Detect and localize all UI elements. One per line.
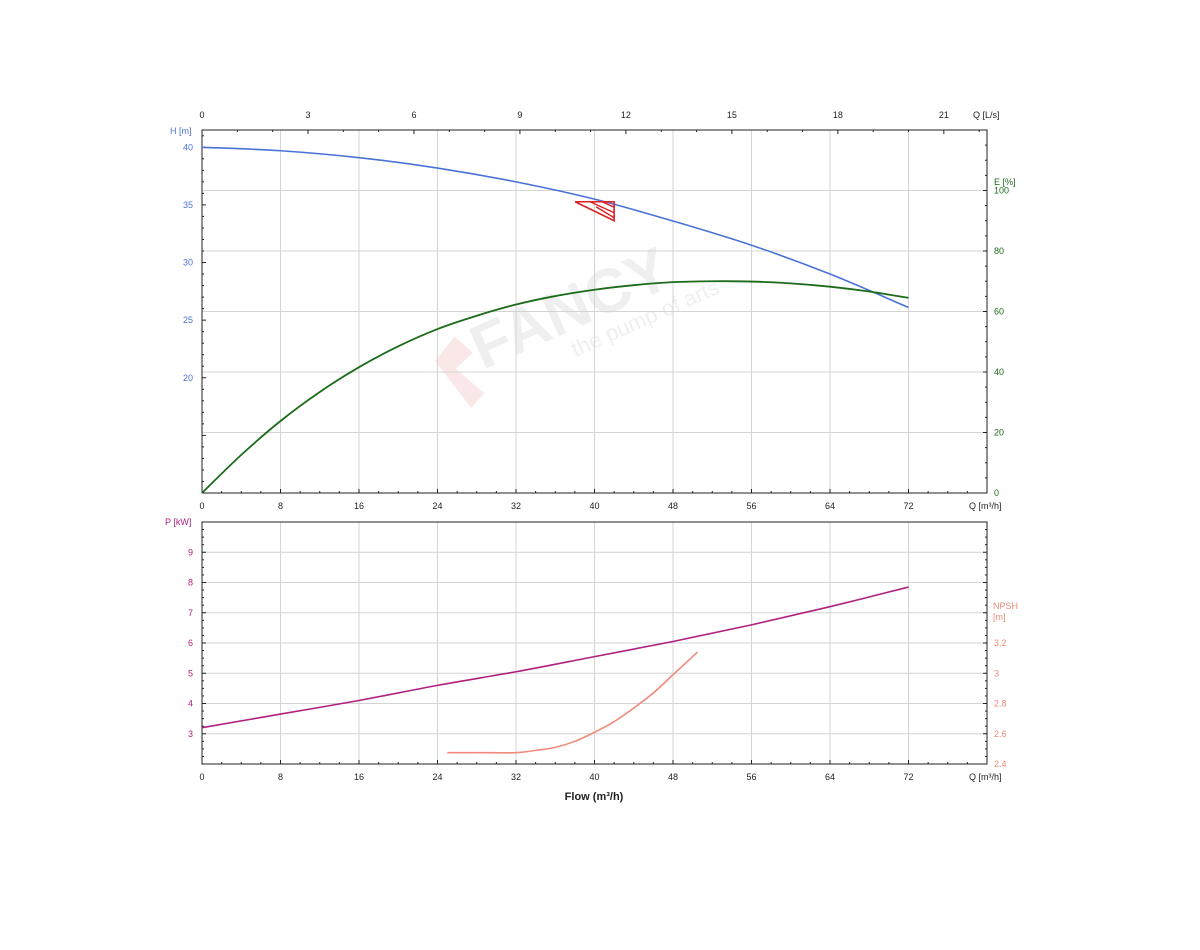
duty-triangle bbox=[574, 200, 615, 223]
top-x-tick-label: 16 bbox=[354, 501, 364, 511]
head-curve bbox=[201, 146, 909, 309]
npsh-tick-label: 3.2 bbox=[994, 638, 1007, 648]
head-tick-label: 25 bbox=[183, 315, 193, 325]
bottom-x-tick-label: 48 bbox=[668, 772, 678, 782]
power-axis-label: P [kW] bbox=[165, 517, 191, 527]
power-tick-label: 5 bbox=[188, 668, 193, 678]
power-curve bbox=[201, 586, 909, 729]
npsh-tick-label: 3 bbox=[994, 668, 999, 678]
efficiency-tick-label: 0 bbox=[994, 488, 999, 498]
duty-point-marker bbox=[574, 200, 615, 223]
power-tick-label: 4 bbox=[188, 699, 193, 709]
head-tick-label: 40 bbox=[183, 142, 193, 152]
top-x-tick-label: 24 bbox=[432, 501, 442, 511]
top-x2-tick-label: 21 bbox=[939, 110, 949, 120]
top-x2-tick-label: 9 bbox=[517, 110, 522, 120]
bottom-x-tick-label: 72 bbox=[903, 772, 913, 782]
head-tick-label: 20 bbox=[183, 373, 193, 383]
top-x2-tick-label: 18 bbox=[833, 110, 843, 120]
flow-axis-title: Flow (m³/h) bbox=[565, 791, 624, 803]
npsh-curve bbox=[447, 651, 699, 754]
head-axis-label: H [m] bbox=[170, 126, 192, 136]
bottom-x-tick-label: 24 bbox=[432, 772, 442, 782]
top-flow-axis-label: Q [m³/h] bbox=[969, 501, 1002, 511]
flow-ls-axis-label: Q [L/s] bbox=[973, 110, 1000, 120]
efficiency-axis-label: E [%] bbox=[994, 177, 1016, 187]
npsh-axis-unit: [m] bbox=[993, 612, 1006, 622]
top-x-tick-label: 72 bbox=[903, 501, 913, 511]
top-x-tick-label: 0 bbox=[199, 501, 204, 511]
bottom-x-tick-label: 0 bbox=[199, 772, 204, 782]
duty-hatch bbox=[601, 201, 615, 208]
efficiency-tick-label: 80 bbox=[994, 246, 1004, 256]
top-x2-tick-label: 0 bbox=[199, 110, 204, 120]
efficiency-tick-label: 60 bbox=[994, 307, 1004, 317]
top-x2-tick-label: 6 bbox=[411, 110, 416, 120]
bottom-x-tick-label: 16 bbox=[354, 772, 364, 782]
top-x-tick-label: 40 bbox=[589, 501, 599, 511]
top-x-tick-label: 56 bbox=[746, 501, 756, 511]
top-x2-tick-label: 3 bbox=[305, 110, 310, 120]
top-grid bbox=[202, 130, 987, 493]
efficiency-tick-label: 100 bbox=[994, 186, 1009, 196]
npsh-axis-label: NPSH bbox=[993, 601, 1018, 611]
bottom-x-tick-label: 40 bbox=[589, 772, 599, 782]
top-x-tick-label: 8 bbox=[278, 501, 283, 511]
bottom-flow-axis-label: Q [m³/h] bbox=[969, 772, 1002, 782]
efficiency-tick-label: 20 bbox=[994, 428, 1004, 438]
duty-hatch bbox=[589, 201, 615, 214]
power-tick-label: 7 bbox=[188, 608, 193, 618]
efficiency-curve bbox=[201, 280, 909, 494]
head-tick-label: 35 bbox=[183, 200, 193, 210]
fancy-logo-watermark: FANCY the pump of arts bbox=[434, 234, 723, 409]
power-tick-label: 9 bbox=[188, 547, 193, 557]
power-tick-label: 8 bbox=[188, 578, 193, 588]
bottom-x-tick-label: 8 bbox=[278, 772, 283, 782]
head-tick-label: 30 bbox=[183, 258, 193, 268]
bottom-series bbox=[201, 586, 909, 754]
power-tick-label: 3 bbox=[188, 729, 193, 739]
top-x2-tick-label: 12 bbox=[621, 110, 631, 120]
bottom-x-tick-label: 64 bbox=[825, 772, 835, 782]
duty-hatch bbox=[595, 206, 615, 219]
top-series bbox=[201, 146, 909, 494]
npsh-tick-label: 2.8 bbox=[994, 699, 1007, 709]
npsh-tick-label: 2.4 bbox=[994, 759, 1007, 769]
bottom-grid bbox=[202, 522, 987, 764]
efficiency-tick-label: 40 bbox=[994, 367, 1004, 377]
top-x-tick-label: 32 bbox=[511, 501, 521, 511]
head-efficiency-panel: 0 8 16 24 32 40 48 56 64 72 0 3 6 9 12 15 18 21 20 25 30 35 40… bbox=[170, 110, 1016, 511]
power-tick-label: 6 bbox=[188, 638, 193, 648]
top-x2-tick-label: 15 bbox=[727, 110, 737, 120]
bottom-x-tick-label: 56 bbox=[746, 772, 756, 782]
bottom-x-tick-label: 32 bbox=[511, 772, 521, 782]
top-x-tick-label: 64 bbox=[825, 501, 835, 511]
npsh-tick-label: 2.6 bbox=[994, 729, 1007, 739]
top-x-tick-label: 48 bbox=[668, 501, 678, 511]
